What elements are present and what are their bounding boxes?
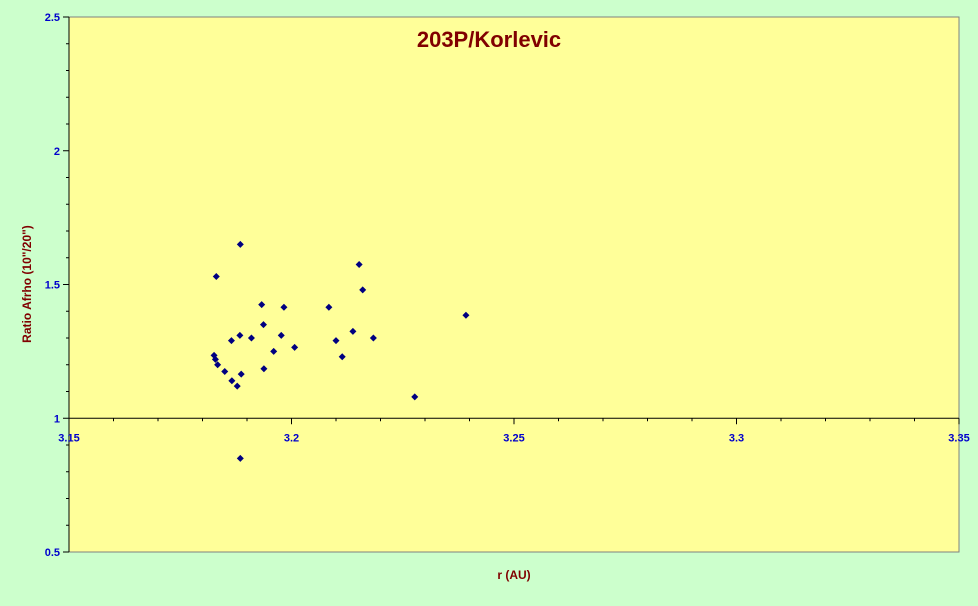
data-point [233, 382, 241, 390]
data-point [270, 347, 278, 355]
data-point [237, 370, 245, 378]
data-point [228, 377, 236, 385]
x-tick-label: 3.15 [58, 432, 79, 444]
data-point [369, 334, 377, 342]
y-tick-label: 1 [54, 413, 60, 425]
y-tick-label: 2 [54, 146, 60, 158]
data-point [280, 303, 288, 311]
data-point [236, 240, 244, 248]
data-point [258, 301, 266, 309]
data-point [325, 303, 333, 311]
x-axis-title: r (AU) [497, 568, 530, 582]
y-tick-label: 1.5 [45, 280, 60, 292]
x-tick-label: 3.2 [284, 432, 299, 444]
y-tick-label: 0.5 [45, 547, 60, 559]
data-point [277, 331, 285, 339]
data-point [291, 343, 299, 351]
data-point [214, 361, 222, 369]
data-points [210, 240, 470, 462]
data-point [227, 337, 235, 345]
y-axis: 0.5 1 1.5 2 2.5 [45, 12, 70, 559]
data-point [236, 454, 244, 462]
x-tick-label: 3.3 [729, 432, 744, 444]
data-point [221, 367, 229, 375]
data-point [359, 286, 367, 294]
y-tick-label: 2.5 [45, 12, 60, 24]
plot-area [68, 16, 960, 553]
x-tick-label: 3.35 [948, 432, 969, 444]
data-point [260, 365, 268, 373]
y-axis-title: Ratio Afrho (10"/20") [20, 225, 34, 343]
data-point [338, 353, 346, 361]
data-point [259, 321, 267, 329]
data-point [332, 337, 340, 345]
data-point [212, 272, 220, 280]
data-point [349, 327, 357, 335]
data-point [211, 355, 219, 363]
data-point [462, 311, 470, 319]
data-point [236, 331, 244, 339]
data-point [355, 260, 363, 268]
data-point [247, 334, 255, 342]
data-point [411, 393, 419, 401]
chart-title: 203P/Korlevic [417, 27, 561, 52]
x-axis: 3.15 3.2 3.25 3.3 3.35 [58, 417, 970, 444]
x-tick-label: 3.25 [503, 432, 524, 444]
